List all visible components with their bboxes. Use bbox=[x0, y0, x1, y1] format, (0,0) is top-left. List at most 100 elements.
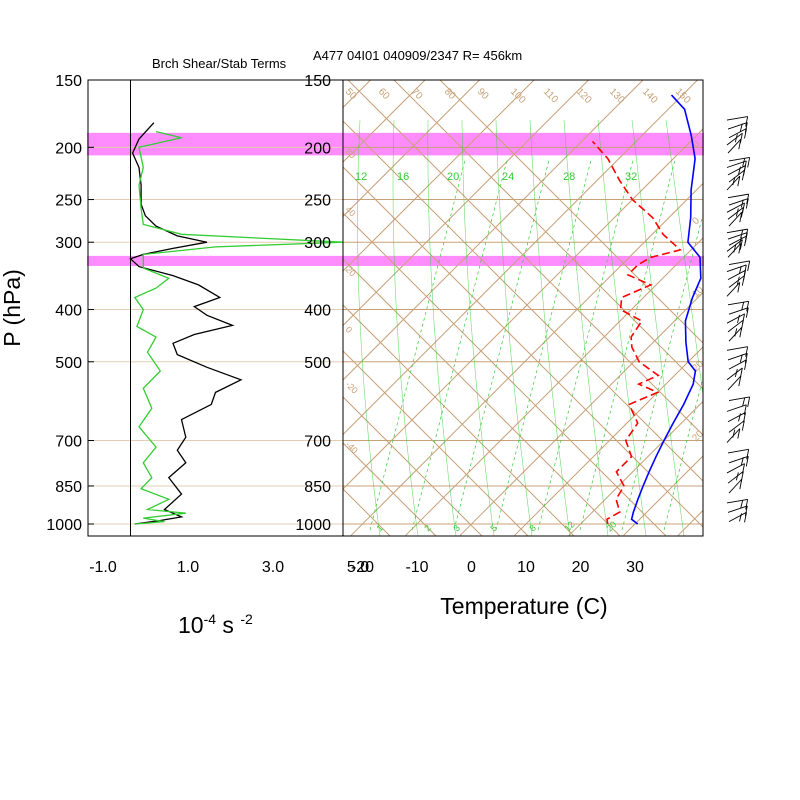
wind-barb-staff bbox=[727, 375, 742, 391]
mixing-ratio-label-upper: 24 bbox=[502, 171, 514, 183]
adiabat-label-top: 110 bbox=[541, 86, 560, 105]
moist-adiabat bbox=[665, 119, 703, 399]
moist-adiabat bbox=[597, 119, 647, 536]
wind-barb-staff bbox=[727, 165, 746, 176]
wind-barb bbox=[726, 116, 749, 127]
wind-barb-feather bbox=[740, 500, 744, 509]
isotherm bbox=[568, 400, 703, 536]
wind-barb-staff bbox=[727, 193, 749, 199]
wind-barb-feather bbox=[746, 301, 750, 312]
wind-barb-staff bbox=[726, 132, 743, 146]
mixing-ratio-line bbox=[411, 159, 508, 531]
wind-barb bbox=[727, 505, 748, 517]
wind-barb-feather bbox=[740, 207, 744, 218]
wind-barb-feather bbox=[742, 158, 746, 167]
wind-barb-feather bbox=[747, 157, 751, 168]
wind-barb-feather bbox=[741, 275, 745, 286]
wind-barb-feather bbox=[739, 239, 743, 250]
isotherm bbox=[459, 291, 703, 536]
mixing-ratio-line bbox=[663, 376, 703, 531]
wind-barb-staff bbox=[728, 478, 743, 494]
wind-barb-staff bbox=[728, 396, 750, 401]
wind-barb-feather bbox=[744, 235, 747, 247]
wind-barb-feather bbox=[744, 359, 747, 370]
pressure-tick-right: 200 bbox=[304, 140, 331, 157]
adiabat-label-left: 20 bbox=[344, 264, 358, 278]
wind-barb bbox=[728, 478, 743, 494]
wind-barb-staff bbox=[728, 307, 749, 315]
wind-barb-staff bbox=[726, 282, 741, 297]
wind-barb-staff bbox=[726, 498, 748, 504]
highlight-band bbox=[87, 255, 704, 266]
adiabat-label-left: -40 bbox=[344, 439, 360, 455]
wind-barb-feather bbox=[747, 396, 751, 408]
wind-barb-feather bbox=[745, 499, 749, 510]
left-axis-unit-exp1: -4 bbox=[204, 611, 217, 627]
wind-barb bbox=[728, 327, 743, 342]
wind-barb-feather bbox=[736, 276, 740, 285]
wind-barb-staff bbox=[728, 156, 750, 162]
mixing-ratio-label-lower: 1 bbox=[374, 523, 385, 534]
mixing-ratio-label-lower: 20 bbox=[604, 519, 618, 533]
mixing-ratio-line bbox=[537, 159, 634, 531]
mixing-ratio-label-upper: 16 bbox=[397, 171, 409, 183]
wind-barb bbox=[727, 243, 742, 258]
mixing-ratio-label-upper: 32 bbox=[625, 171, 637, 183]
wind-barb bbox=[727, 375, 742, 391]
temperature-tick: 20 bbox=[572, 559, 590, 576]
wind-barb-feather bbox=[746, 449, 750, 460]
adiabat-label-right: 20 bbox=[690, 428, 706, 444]
wind-barb-staff bbox=[727, 319, 744, 333]
wind-barb-feather bbox=[738, 265, 742, 275]
wind-barb-staff bbox=[726, 463, 745, 474]
dry-adiabat bbox=[343, 442, 437, 536]
isotherm bbox=[343, 80, 644, 381]
wind-barb-staff bbox=[727, 122, 748, 130]
right-series-temperature bbox=[630, 94, 702, 525]
wind-barb bbox=[726, 282, 741, 297]
adiabat-label-top: 60 bbox=[376, 86, 392, 102]
left-series-shear bbox=[129, 122, 243, 525]
pressure-tick-left: 150 bbox=[55, 73, 82, 90]
mixing-ratio-line bbox=[579, 159, 676, 531]
wind-barb-feather bbox=[734, 368, 738, 378]
left-series-stability bbox=[133, 130, 344, 525]
wind-barb bbox=[726, 428, 741, 443]
right-panel-title: A477 04I01 040909/2347 R= 456km bbox=[313, 48, 522, 63]
wind-barb-feather bbox=[744, 128, 747, 139]
wind-barb bbox=[728, 275, 745, 288]
wind-barb-staff bbox=[727, 207, 744, 220]
temperature-tick: 30 bbox=[626, 559, 644, 576]
wind-barb-staff bbox=[728, 455, 749, 464]
dry-adiabat bbox=[343, 396, 483, 536]
wind-barb-staff bbox=[728, 128, 747, 139]
wind-barb-staff bbox=[726, 346, 748, 351]
pressure-tick-left: 400 bbox=[55, 303, 82, 320]
adiabat-label-top: 90 bbox=[475, 86, 491, 102]
wind-barb-feather bbox=[739, 513, 742, 522]
wind-barb-feather bbox=[735, 472, 739, 481]
adiabat-label-right: 20 bbox=[690, 358, 706, 374]
adiabat-label-top: 80 bbox=[442, 86, 458, 102]
highlight-band bbox=[87, 132, 704, 156]
wind-barb-feather bbox=[739, 327, 743, 338]
isotherm bbox=[343, 80, 426, 163]
moist-adiabat bbox=[495, 119, 533, 536]
moist-adiabat bbox=[563, 119, 609, 536]
mixing-ratio-line bbox=[369, 159, 466, 531]
dry-adiabat bbox=[347, 80, 703, 436]
wind-barb-feather bbox=[744, 505, 748, 517]
wind-barb bbox=[728, 169, 745, 183]
wind-barb-feather bbox=[738, 166, 741, 175]
wind-barb-feather bbox=[738, 139, 742, 150]
wind-barb bbox=[727, 207, 744, 220]
pressure-tick-left: 300 bbox=[55, 235, 82, 252]
wind-barb bbox=[726, 175, 741, 191]
wind-barb-staff bbox=[728, 275, 745, 288]
wind-barb-feather bbox=[739, 479, 743, 490]
isotherm bbox=[623, 455, 703, 536]
isotherm bbox=[787, 80, 800, 535]
wind-barb-feather bbox=[739, 212, 743, 223]
wind-barb-feather bbox=[742, 397, 746, 407]
wind-barb-feather bbox=[738, 243, 742, 254]
